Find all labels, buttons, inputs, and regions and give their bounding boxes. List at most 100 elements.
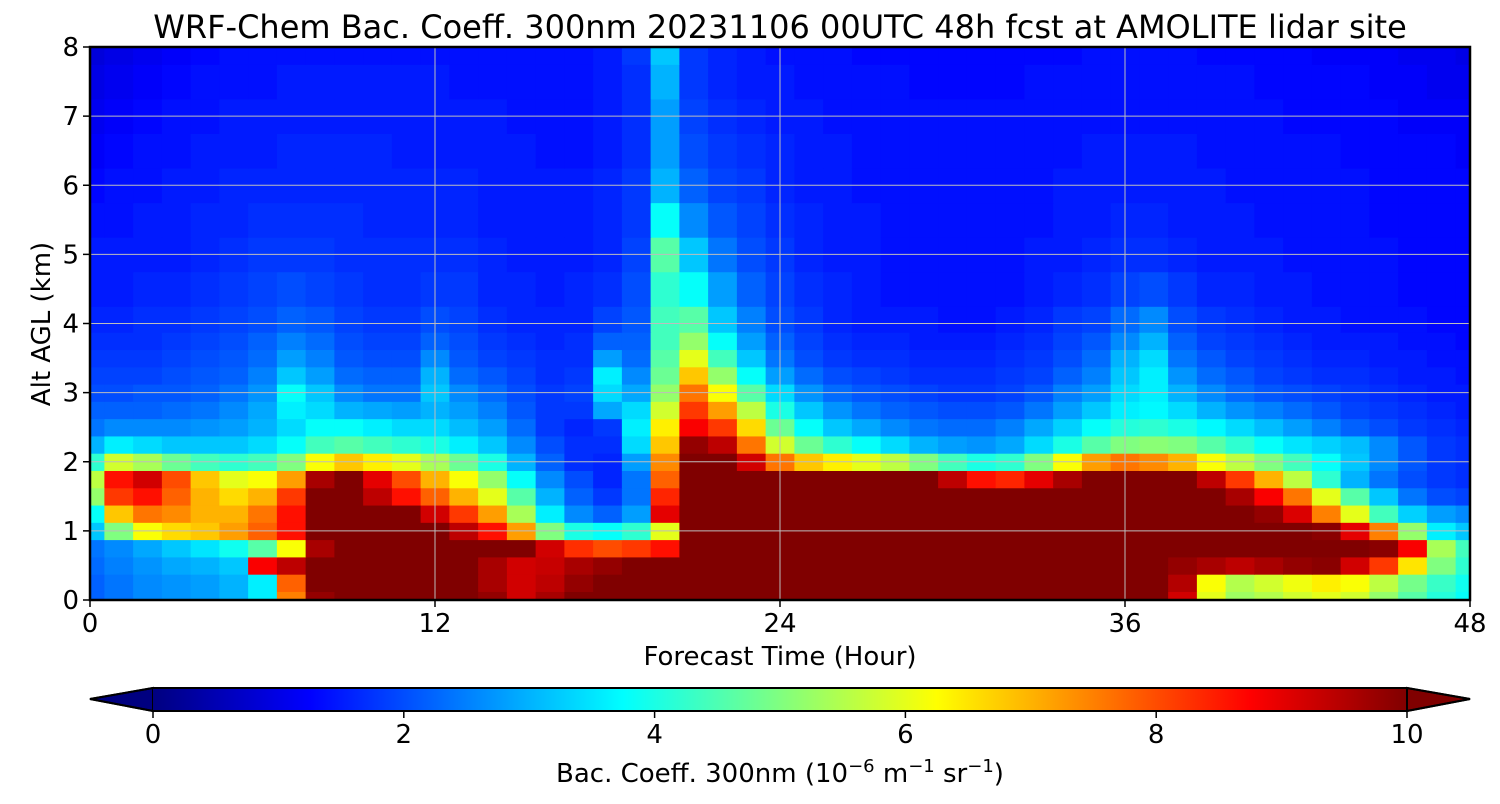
- heatmap-cell: [1369, 332, 1399, 351]
- y-tick-label: 8: [62, 33, 79, 63]
- heatmap-cell: [1254, 435, 1284, 454]
- heatmap-cell: [363, 271, 393, 307]
- heatmap-cell: [909, 418, 939, 437]
- heatmap-cell: [276, 401, 307, 420]
- heatmap-cell: [248, 306, 278, 333]
- heatmap-cell: [219, 574, 249, 592]
- heatmap-cell: [880, 64, 910, 100]
- heatmap-cell: [1426, 64, 1457, 100]
- heatmap-cell: [938, 133, 968, 169]
- heatmap-cell: [133, 470, 163, 489]
- heatmap-cell: [1398, 470, 1428, 489]
- heatmap-cell: [1311, 504, 1342, 523]
- heatmap-cell: [880, 418, 910, 437]
- heatmap-cell: [1398, 349, 1428, 368]
- heatmap-cell: [880, 332, 910, 351]
- heatmap-cell: [1139, 539, 1169, 558]
- heatmap-cell: [1455, 64, 1470, 100]
- heatmap-cell: [909, 435, 939, 454]
- heatmap-cell: [650, 271, 680, 307]
- heatmap-cell: [1369, 556, 1399, 575]
- heatmap-cell: [104, 470, 134, 489]
- heatmap-cell: [880, 306, 910, 333]
- heatmap-cell: [593, 332, 623, 351]
- heatmap-cell: [1340, 271, 1370, 307]
- heatmap-cell: [966, 539, 997, 558]
- heatmap-cell: [535, 487, 565, 506]
- heatmap-cell: [104, 401, 134, 420]
- heatmap-cell: [995, 349, 1025, 368]
- heatmap-cell: [708, 418, 738, 437]
- heatmap-cell: [449, 202, 479, 238]
- heatmap-cell: [1168, 470, 1198, 489]
- heatmap-cell: [363, 366, 393, 385]
- heatmap-cell: [708, 504, 738, 523]
- heatmap-cell: [1398, 574, 1428, 592]
- heatmap-cell: [1254, 591, 1284, 600]
- heatmap-cell: [1254, 64, 1284, 100]
- heatmap-cell: [334, 487, 364, 506]
- heatmap-cell: [305, 332, 335, 351]
- heatmap-cell: [276, 306, 307, 333]
- heatmap-cell: [535, 202, 565, 238]
- heatmap-cell: [823, 366, 853, 385]
- heatmap-cell: [219, 401, 249, 420]
- heatmap-cell: [794, 539, 824, 558]
- heatmap-cell: [966, 133, 997, 169]
- heatmap-cell: [1283, 133, 1313, 169]
- heatmap-cell: [1340, 487, 1370, 506]
- heatmap-cell: [823, 504, 853, 523]
- colorbar-tick-label: 10: [1390, 720, 1423, 750]
- heatmap-cell: [880, 556, 910, 575]
- heatmap-cell: [1398, 366, 1428, 385]
- heatmap-cell: [334, 470, 364, 489]
- heatmap-cell: [449, 332, 479, 351]
- heatmap-cell: [1254, 574, 1284, 592]
- colorbar-label: Bac. Coeff. 300nm (10−6 m−1 sr−1): [556, 756, 1004, 789]
- heatmap-cell: [1398, 435, 1428, 454]
- heatmap-cell: [219, 435, 249, 454]
- heatmap-cell: [1311, 539, 1342, 558]
- heatmap-cell: [794, 332, 824, 351]
- heatmap-cell: [1311, 574, 1342, 592]
- heatmap-cell: [1053, 574, 1083, 592]
- heatmap-cell: [104, 349, 134, 368]
- heatmap-cell: [391, 487, 422, 506]
- heatmap-cell: [478, 556, 508, 575]
- heatmap-cell: [535, 64, 565, 100]
- heatmap-cell: [161, 556, 192, 575]
- heatmap-cell: [334, 306, 364, 333]
- heatmap-cell: [708, 539, 738, 558]
- heatmap-cell: [248, 418, 278, 437]
- heatmap-cell: [736, 556, 767, 575]
- heatmap-cell: [1455, 487, 1470, 506]
- heatmap-cell: [305, 470, 335, 489]
- heatmap-cell: [506, 366, 537, 385]
- heatmap-cell: [219, 470, 249, 489]
- colorbar-extend-low: [89, 686, 154, 713]
- heatmap-cell: [248, 539, 278, 558]
- heatmap-cell: [593, 470, 623, 489]
- heatmap-cell: [1426, 574, 1457, 592]
- heatmap-cell: [851, 539, 882, 558]
- heatmap-cell: [133, 556, 163, 575]
- heatmap-cell: [535, 504, 565, 523]
- x-tick-label: 12: [418, 609, 451, 639]
- heatmap-cell: [708, 271, 738, 307]
- heatmap-cell: [248, 349, 278, 368]
- heatmap-cell: [794, 556, 824, 575]
- heatmap-cell: [1369, 591, 1399, 600]
- heatmap-cell: [966, 470, 997, 489]
- heatmap-cell: [1225, 64, 1255, 100]
- heatmap-cell: [1369, 504, 1399, 523]
- heatmap-cell: [478, 470, 508, 489]
- heatmap-cell: [478, 349, 508, 368]
- heatmap-cell: [535, 133, 565, 169]
- heatmap-cell: [909, 470, 939, 489]
- heatmap-cell: [823, 574, 853, 592]
- heatmap-cell: [1340, 435, 1370, 454]
- heatmap-cell: [679, 271, 709, 307]
- heatmap-cell: [823, 539, 853, 558]
- heatmap-cell: [478, 401, 508, 420]
- heatmap-cell: [90, 418, 105, 437]
